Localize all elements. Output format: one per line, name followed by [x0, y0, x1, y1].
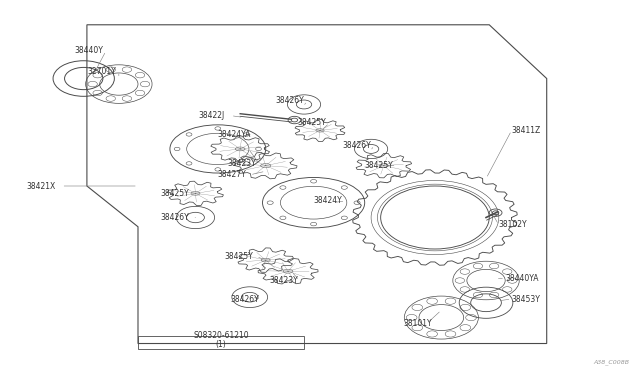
Text: 32701Y: 32701Y [87, 67, 116, 76]
Text: 38440YA: 38440YA [505, 274, 539, 283]
Text: 38426Y: 38426Y [161, 213, 189, 222]
Text: (1): (1) [216, 340, 227, 349]
Text: 38411Z: 38411Z [511, 126, 541, 135]
Text: 38453Y: 38453Y [511, 295, 540, 304]
Text: 38423Y: 38423Y [227, 159, 256, 168]
Text: 38426Y: 38426Y [342, 141, 371, 150]
Text: 38425Y: 38425Y [224, 252, 253, 261]
Text: 38426Y: 38426Y [230, 295, 259, 304]
Text: 38421X: 38421X [26, 182, 56, 190]
Text: S08320-61210: S08320-61210 [193, 331, 249, 340]
Text: 38101Y: 38101Y [403, 319, 431, 328]
Text: 38423Y: 38423Y [269, 276, 298, 285]
Text: 38425Y: 38425Y [298, 119, 326, 128]
Text: A38_C008B: A38_C008B [594, 359, 630, 365]
Text: 38427Y: 38427Y [218, 170, 246, 179]
Text: 38426Y: 38426Y [275, 96, 304, 105]
Text: 38440Y: 38440Y [74, 46, 103, 55]
Text: 38102Y: 38102Y [499, 221, 527, 230]
Text: 38424Y: 38424Y [314, 196, 342, 205]
Text: 38424YA: 38424YA [218, 129, 251, 139]
Text: 38422J: 38422J [198, 111, 225, 120]
Text: 38425Y: 38425Y [161, 189, 189, 198]
Bar [138, 336, 304, 349]
Text: 38425Y: 38425Y [365, 161, 394, 170]
